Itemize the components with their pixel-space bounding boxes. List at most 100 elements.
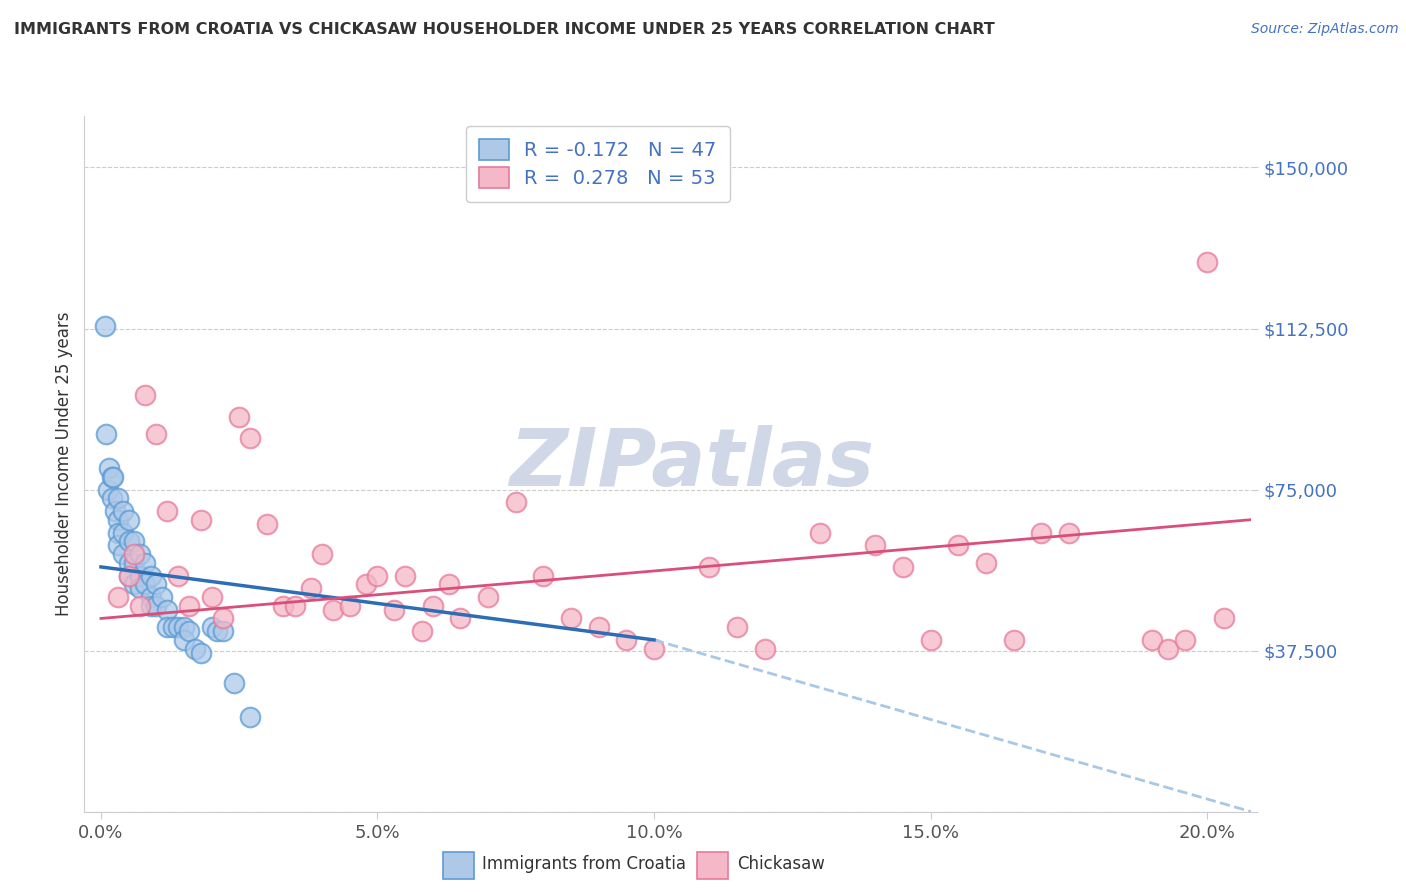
Point — [228, 409, 250, 424]
Text: IMMIGRANTS FROM CROATIA VS CHICKASAW HOUSEHOLDER INCOME UNDER 25 YEARS CORRELATI: IMMIGRANTS FROM CROATIA VS CHICKASAW HOU… — [14, 22, 995, 37]
Text: Source: ZipAtlas.com: Source: ZipAtlas.com — [1251, 22, 1399, 37]
Point — [920, 632, 942, 647]
Point — [117, 556, 139, 570]
Point — [94, 319, 117, 334]
Point — [891, 560, 914, 574]
Point — [422, 599, 444, 613]
Point — [200, 620, 222, 634]
Point — [588, 620, 610, 634]
Text: Immigrants from Croatia: Immigrants from Croatia — [482, 855, 686, 873]
Point — [101, 491, 124, 506]
Point — [107, 590, 129, 604]
Point — [190, 646, 212, 660]
Point — [150, 590, 173, 604]
Y-axis label: Householder Income Under 25 years: Householder Income Under 25 years — [55, 311, 73, 616]
Point — [1002, 632, 1025, 647]
Point — [101, 469, 124, 483]
Point — [1197, 255, 1219, 269]
Point — [184, 641, 207, 656]
Point — [699, 560, 721, 574]
Point — [117, 568, 139, 582]
Text: ZIPatlas: ZIPatlas — [509, 425, 873, 503]
Point — [107, 525, 129, 540]
Point — [122, 534, 145, 549]
Point — [162, 620, 184, 634]
Point — [122, 547, 145, 561]
Point — [808, 525, 831, 540]
Point — [865, 538, 887, 552]
Point — [145, 426, 167, 441]
Point — [156, 603, 179, 617]
Point — [97, 483, 120, 497]
Point — [112, 504, 135, 518]
Point — [112, 525, 135, 540]
Point — [1057, 525, 1080, 540]
Point — [256, 516, 278, 531]
Point — [560, 611, 582, 625]
Point — [179, 624, 201, 639]
Point — [98, 461, 121, 475]
Point — [239, 431, 262, 445]
Point — [200, 590, 222, 604]
Point — [134, 388, 156, 402]
Point — [614, 632, 637, 647]
Point — [117, 513, 139, 527]
Point — [117, 568, 139, 582]
Point — [211, 624, 233, 639]
Point — [128, 582, 150, 596]
Point — [643, 641, 665, 656]
Point — [139, 590, 162, 604]
Point — [239, 710, 262, 724]
Point — [167, 620, 190, 634]
Point — [211, 611, 233, 625]
Point — [112, 547, 135, 561]
Point — [477, 590, 499, 604]
Point — [134, 556, 156, 570]
Point — [1157, 641, 1180, 656]
Point — [107, 491, 129, 506]
Point — [531, 568, 554, 582]
Point — [273, 599, 295, 613]
Point — [173, 620, 195, 634]
Point — [96, 426, 118, 441]
Point — [299, 582, 322, 596]
Point — [1212, 611, 1234, 625]
Point — [145, 599, 167, 613]
Point — [107, 513, 129, 527]
Point — [156, 504, 179, 518]
Point — [366, 568, 388, 582]
Legend: R = -0.172   N = 47, R =  0.278   N = 53: R = -0.172 N = 47, R = 0.278 N = 53 — [465, 126, 730, 202]
Point — [128, 547, 150, 561]
Point — [411, 624, 433, 639]
Point — [101, 469, 124, 483]
Point — [104, 504, 127, 518]
Point — [356, 577, 378, 591]
Point — [725, 620, 748, 634]
Point — [283, 599, 305, 613]
Point — [439, 577, 461, 591]
Point — [167, 568, 190, 582]
Point — [139, 599, 162, 613]
Point — [394, 568, 416, 582]
Point — [122, 556, 145, 570]
Point — [190, 513, 212, 527]
Point — [139, 568, 162, 582]
Point — [122, 577, 145, 591]
Text: Chickasaw: Chickasaw — [737, 855, 824, 873]
Point — [948, 538, 970, 552]
Point — [117, 534, 139, 549]
Point — [107, 538, 129, 552]
Point — [1140, 632, 1163, 647]
Point — [1031, 525, 1053, 540]
Point — [974, 556, 997, 570]
Point — [145, 577, 167, 591]
Point — [339, 599, 361, 613]
Point — [156, 620, 179, 634]
Point — [222, 676, 245, 690]
Point — [134, 577, 156, 591]
Point — [449, 611, 471, 625]
Point — [128, 599, 150, 613]
Point — [382, 603, 405, 617]
Point — [179, 599, 201, 613]
Point — [1174, 632, 1197, 647]
